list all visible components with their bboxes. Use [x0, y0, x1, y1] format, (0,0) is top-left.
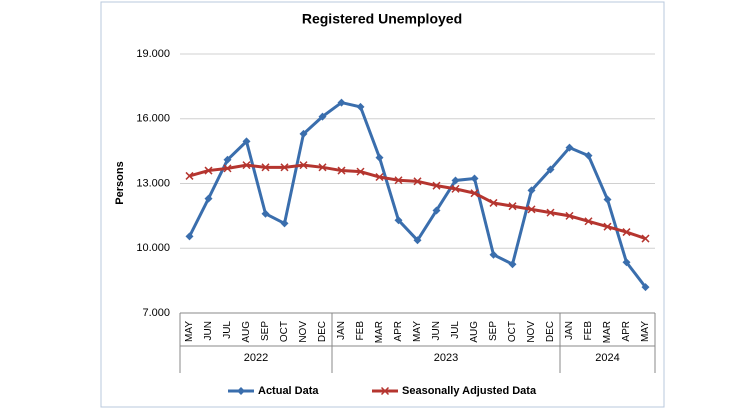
- point: [622, 228, 631, 237]
- x-tick-label: NOV: [526, 321, 537, 343]
- x-tick-label: JUN: [203, 321, 214, 340]
- y-tick-label: 7.000: [142, 307, 170, 319]
- point: [375, 172, 384, 182]
- point: [584, 151, 593, 160]
- point: [204, 194, 213, 203]
- x-tick-label: NOV: [298, 321, 309, 343]
- point: [641, 234, 650, 243]
- point: [375, 153, 384, 162]
- point: [451, 176, 460, 185]
- x-group-label: 2024: [595, 352, 619, 364]
- point: [527, 186, 536, 195]
- x-tick-label: FEB: [583, 321, 594, 341]
- point: [546, 208, 555, 217]
- point: [489, 198, 498, 207]
- point: [565, 143, 574, 152]
- point: [356, 102, 365, 111]
- point: [299, 161, 308, 170]
- point: [622, 258, 631, 267]
- x-tick-label: SEP: [488, 321, 499, 341]
- point: [242, 137, 251, 146]
- y-tick-label: 16.000: [136, 113, 170, 125]
- x-tick-label: MAY: [640, 321, 651, 342]
- point: [508, 202, 517, 211]
- point: [242, 161, 251, 170]
- y-tick-label: 19.000: [136, 48, 170, 60]
- y-axis-label: Persons: [114, 161, 126, 204]
- point: [489, 250, 498, 259]
- y-tick-label: 10.000: [136, 242, 170, 254]
- x-tick-label: DEC: [317, 321, 328, 342]
- point: [603, 222, 612, 231]
- point: [470, 189, 479, 198]
- point: [413, 177, 422, 186]
- point: [299, 129, 308, 138]
- chart-frame: [100, 1, 665, 408]
- point: [261, 163, 270, 172]
- x-tick-label: DEC: [545, 321, 556, 342]
- x-group-label: 2023: [434, 352, 458, 364]
- point: [280, 219, 289, 228]
- x-tick-label: MAR: [602, 321, 613, 343]
- legend-label: Seasonally Adjusted Data: [402, 385, 537, 397]
- point: [394, 176, 403, 185]
- point: [413, 236, 422, 245]
- point: [527, 205, 536, 214]
- point: [432, 206, 441, 215]
- x-tick-label: JUL: [222, 321, 233, 339]
- point: [546, 165, 555, 174]
- point: [603, 195, 612, 204]
- point: [641, 283, 650, 292]
- x-tick-label: OCT: [507, 321, 518, 342]
- point: [223, 155, 232, 164]
- x-tick-label: JUN: [431, 321, 442, 340]
- point: [185, 232, 194, 241]
- point: [565, 211, 574, 220]
- y-tick-label: 13.000: [136, 177, 170, 189]
- point: [432, 181, 441, 190]
- legend-marker: [380, 386, 390, 396]
- x-tick-label: MAR: [374, 321, 385, 343]
- x-tick-label: JAN: [336, 321, 347, 340]
- x-tick-label: JAN: [564, 321, 575, 340]
- point: [394, 216, 403, 225]
- point: [318, 163, 327, 172]
- point: [318, 112, 327, 121]
- point: [337, 166, 346, 175]
- x-tick-label: JUL: [450, 321, 461, 339]
- x-tick-label: APR: [621, 321, 632, 342]
- chart-title: Registered Unemployed: [302, 11, 462, 27]
- x-tick-label: MAY: [184, 321, 195, 342]
- point: [584, 217, 593, 226]
- point: [204, 166, 213, 175]
- x-tick-label: MAY: [412, 321, 423, 342]
- legend-label: Actual Data: [258, 385, 319, 397]
- legend-marker: [237, 387, 245, 395]
- x-tick-label: AUG: [469, 321, 480, 343]
- point: [261, 209, 270, 218]
- point: [185, 171, 194, 180]
- point: [356, 167, 365, 176]
- x-group-label: 2022: [244, 352, 268, 364]
- point: [470, 174, 479, 183]
- point: [337, 98, 346, 107]
- x-tick-label: FEB: [355, 321, 366, 341]
- x-tick-label: OCT: [279, 321, 290, 342]
- point: [451, 184, 460, 193]
- point: [223, 164, 232, 173]
- x-tick-label: APR: [393, 321, 404, 342]
- point: [280, 163, 289, 172]
- point: [508, 260, 517, 269]
- x-tick-label: AUG: [241, 321, 252, 343]
- x-tick-label: SEP: [260, 321, 271, 341]
